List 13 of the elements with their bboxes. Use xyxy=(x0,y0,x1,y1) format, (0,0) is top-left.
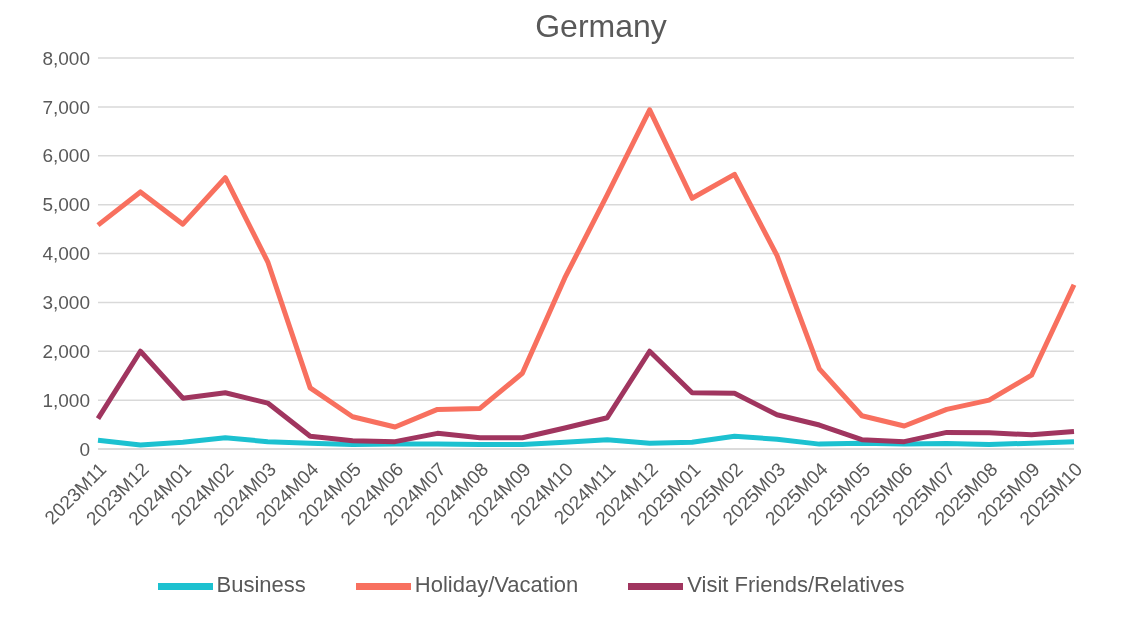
y-tick-label: 8,000 xyxy=(42,47,90,69)
chart-title: Germany xyxy=(534,8,668,44)
legend-label: Business xyxy=(216,572,306,598)
y-tick-label: 4,000 xyxy=(42,243,90,265)
y-tick-label: 1,000 xyxy=(42,389,90,411)
y-tick-label: 0 xyxy=(79,438,90,460)
legend-label: Visit Friends/Relatives xyxy=(687,572,905,598)
y-tick-label: 3,000 xyxy=(42,292,90,314)
y-tick-label: 2,000 xyxy=(42,340,90,362)
y-tick-label: 5,000 xyxy=(42,194,90,216)
y-tick-label: 7,000 xyxy=(42,96,90,118)
y-tick-label: 6,000 xyxy=(42,145,90,167)
legend-label: Holiday/Vacation xyxy=(414,572,579,598)
